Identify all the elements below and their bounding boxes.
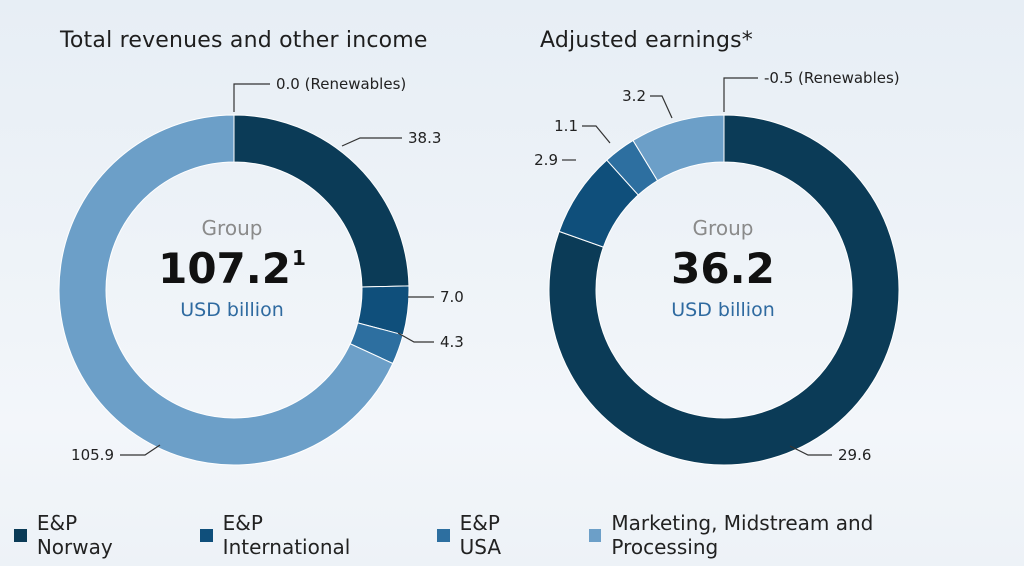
donut-slice-marketing-midstream-and-processing [632,114,725,182]
leader-line-renewables [233,83,270,112]
legend-item-ep-usa: E&P USA [436,511,547,559]
slice-data-label: 4.3 [440,333,464,351]
slice-data-label: 29.6 [838,446,871,464]
renewables-data-label: -0.5 (Renewables) [764,69,900,87]
leader-line-renewables [723,77,758,112]
legend-swatch [588,528,602,542]
center-unit-label: USD billion [671,299,775,321]
center-group-label: Group [201,216,263,240]
legend: E&P Norway E&P International E&P USA Mar… [14,511,1024,559]
leader-line [789,445,832,456]
center-revenues: Group 107.21 USD billion [132,216,332,321]
leader-line [397,332,434,343]
legend-label: E&P International [222,511,351,559]
legend-item-ep-norway: E&P Norway [14,511,158,559]
leader-line [650,95,673,119]
slice-data-label: 7.0 [440,288,464,306]
footnote-marker: 1 [291,246,306,270]
donut-slice-e-p-norway [548,114,900,466]
slice-data-label: 2.9 [534,151,558,169]
leader-line [120,444,161,456]
leader-line [341,137,402,147]
center-unit-label: USD billion [180,299,284,321]
donut-slice-marketing-midstream-and-processing [58,114,394,466]
center-total-value: 36.2 [671,244,775,293]
center-earnings: Group 36.2 USD billion [623,216,823,321]
renewables-data-label: 0.0 (Renewables) [276,75,406,93]
center-total-number: 107.2 [158,244,291,293]
legend-item-ep-international: E&P International [199,511,395,559]
chart-title-earnings: Adjusted earnings* [540,28,753,53]
legend-label: E&P USA [459,511,502,559]
legend-swatch [14,528,27,542]
slice-data-label: 3.2 [622,87,646,105]
center-group-label: Group [692,216,754,240]
legend-label: E&P Norway [36,511,113,559]
legend-label: Marketing, Midstream and Processing [611,511,874,559]
slice-data-label: 1.1 [554,117,578,135]
legend-item-mmp: Marketing, Midstream and Processing [588,511,982,559]
legend-swatch [436,528,450,542]
center-total-value: 107.21 [132,244,332,293]
leader-line [582,125,611,144]
slice-data-label: 105.9 [71,446,114,464]
legend-swatch [199,528,213,542]
chart-title-revenues: Total revenues and other income [60,28,428,53]
slice-data-label: 38.3 [408,129,441,147]
